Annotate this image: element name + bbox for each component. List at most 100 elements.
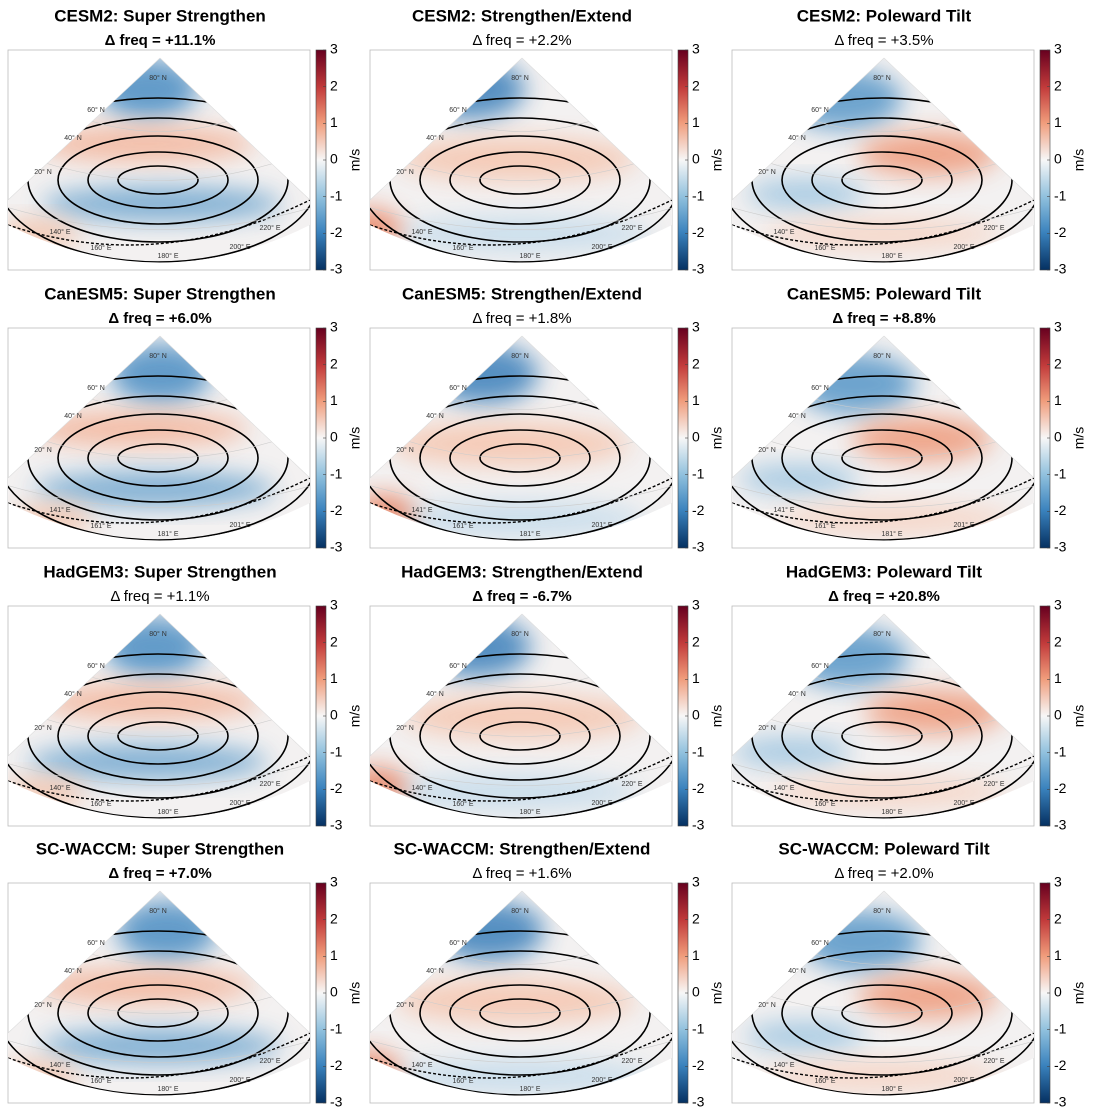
- lon-label: 141° E: [773, 506, 794, 514]
- panel-title: CanESM5: Strengthen/Extend: [402, 284, 642, 303]
- colorbar-tick-label: 1: [330, 670, 338, 686]
- lon-label: 140° E: [411, 784, 432, 792]
- colorbar-tick-label: -2: [330, 224, 343, 240]
- colorbar-tick-label: 0: [692, 707, 700, 723]
- colorbar-tick-label: -3: [1054, 261, 1067, 277]
- lat-label: 60° N: [811, 662, 829, 670]
- colorbar-label: m/s: [709, 149, 725, 172]
- colorbar-label: m/s: [347, 982, 363, 1005]
- colorbar-tick-label: -1: [1054, 1020, 1067, 1036]
- colorbar-tick-label: 1: [330, 114, 338, 130]
- lon-label: 180° E: [519, 1085, 540, 1093]
- lat-label: 60° N: [811, 384, 829, 392]
- field-anomaly: [859, 132, 999, 176]
- map: [702, 606, 1066, 836]
- lat-label: 80° N: [149, 74, 167, 82]
- field-anomaly: [98, 59, 198, 119]
- lat-label: 20° N: [758, 446, 776, 454]
- colorbar-tick-label: 0: [330, 429, 338, 445]
- lat-label: 20° N: [34, 446, 52, 454]
- panel: CESM2: Poleward TiltΔ freq = +3.5%20° N4…: [702, 6, 1087, 280]
- lon-label: 200° E: [229, 799, 250, 807]
- lon-label: 180° E: [157, 808, 178, 816]
- colorbar-tick-label: -3: [692, 261, 705, 277]
- field-anomaly: [421, 617, 531, 677]
- colorbar-tick-label: 0: [692, 984, 700, 1000]
- lat-label: 60° N: [87, 662, 105, 670]
- colorbar-tick-label: 2: [1054, 77, 1062, 93]
- lon-label: 141° E: [49, 506, 70, 514]
- panel-subtitle: Δ freq = +6.0%: [108, 310, 211, 327]
- panel-subtitle: Δ freq = +20.8%: [828, 588, 940, 605]
- lon-label: 160° E: [452, 800, 473, 808]
- lat-label: 20° N: [34, 168, 52, 176]
- colorbar-tick-label: 0: [1054, 984, 1062, 1000]
- lat-label: 40° N: [426, 412, 444, 420]
- lon-label: 140° E: [411, 228, 432, 236]
- figure: CESM2: Super StrengthenΔ freq = +11.1%20…: [0, 0, 1094, 1110]
- colorbar-tick-label: 0: [330, 984, 338, 1000]
- colorbar-tick-label: -1: [692, 187, 705, 203]
- lat-label: 20° N: [396, 446, 414, 454]
- field-anomaly: [42, 186, 282, 222]
- panel-title: CESM2: Super Strengthen: [54, 6, 266, 25]
- lon-label: 180° E: [881, 808, 902, 816]
- panel: CESM2: Super StrengthenΔ freq = +11.1%20…: [0, 6, 363, 280]
- lat-label: 60° N: [87, 106, 105, 114]
- lat-label: 40° N: [64, 967, 82, 975]
- lon-label: 160° E: [90, 244, 111, 252]
- lat-label: 40° N: [64, 412, 82, 420]
- lat-label: 80° N: [511, 352, 529, 360]
- lon-label: 160° E: [814, 244, 835, 252]
- colorbar-tick-label: -2: [692, 502, 705, 518]
- panel-subtitle: Δ freq = +2.2%: [472, 32, 571, 49]
- lat-label: 40° N: [64, 690, 82, 698]
- colorbar-tick-label: -3: [330, 1094, 343, 1110]
- lon-label: 200° E: [229, 1076, 250, 1084]
- colorbar-tick-label: 0: [692, 151, 700, 167]
- lon-label: 160° E: [452, 244, 473, 252]
- colorbar-tick-label: 3: [330, 319, 338, 335]
- colorbar-tick-label: 0: [692, 429, 700, 445]
- colorbar-tick-label: 1: [692, 947, 700, 963]
- colorbar-tick-label: 1: [692, 392, 700, 408]
- colorbar-tick-label: -3: [330, 261, 343, 277]
- lon-label: 160° E: [90, 1077, 111, 1085]
- colorbar-tick-label: 3: [1054, 319, 1062, 335]
- colorbar-label: m/s: [1071, 705, 1087, 728]
- lon-label: 200° E: [953, 243, 974, 251]
- lon-label: 180° E: [157, 252, 178, 260]
- colorbar-tick-label: -1: [692, 1020, 705, 1036]
- lon-label: 180° E: [881, 252, 902, 260]
- colorbar-tick-label: -1: [330, 1020, 343, 1036]
- panel-subtitle: Δ freq = +1.8%: [472, 310, 571, 327]
- panel: CESM2: Strengthen/ExtendΔ freq = +2.2%20…: [340, 6, 725, 280]
- lat-label: 80° N: [873, 907, 891, 915]
- colorbar-tick-label: 2: [1054, 633, 1062, 649]
- colorbar-tick-label: -2: [1054, 780, 1067, 796]
- colorbar-tick-label: -3: [692, 1094, 705, 1110]
- colorbar-tick-label: 2: [330, 910, 338, 926]
- colorbar-tick-label: -2: [330, 1057, 343, 1073]
- colorbar-tick-label: -2: [1054, 224, 1067, 240]
- colorbar-tick-label: 1: [692, 114, 700, 130]
- colorbar-label: m/s: [347, 427, 363, 450]
- colorbar-tick-label: -2: [1054, 1057, 1067, 1073]
- lat-label: 60° N: [811, 939, 829, 947]
- panel-title: SC-WACCM: Poleward Tilt: [778, 839, 990, 858]
- colorbar-label: m/s: [1071, 982, 1087, 1005]
- colorbar-tick-label: 0: [1054, 151, 1062, 167]
- panel-title: CESM2: Strengthen/Extend: [412, 6, 632, 25]
- colorbar-tick-label: -2: [692, 1057, 705, 1073]
- lat-label: 40° N: [788, 690, 806, 698]
- lat-label: 60° N: [811, 106, 829, 114]
- lon-label: 201° E: [591, 521, 612, 529]
- colorbar-tick-label: 1: [1054, 670, 1062, 686]
- colorbar-tick-label: -1: [330, 743, 343, 759]
- lat-label: 20° N: [34, 724, 52, 732]
- lat-label: 80° N: [873, 630, 891, 638]
- colorbar-tick-label: 3: [330, 874, 338, 890]
- field-anomaly: [732, 737, 852, 767]
- lon-label: 220° E: [621, 224, 642, 232]
